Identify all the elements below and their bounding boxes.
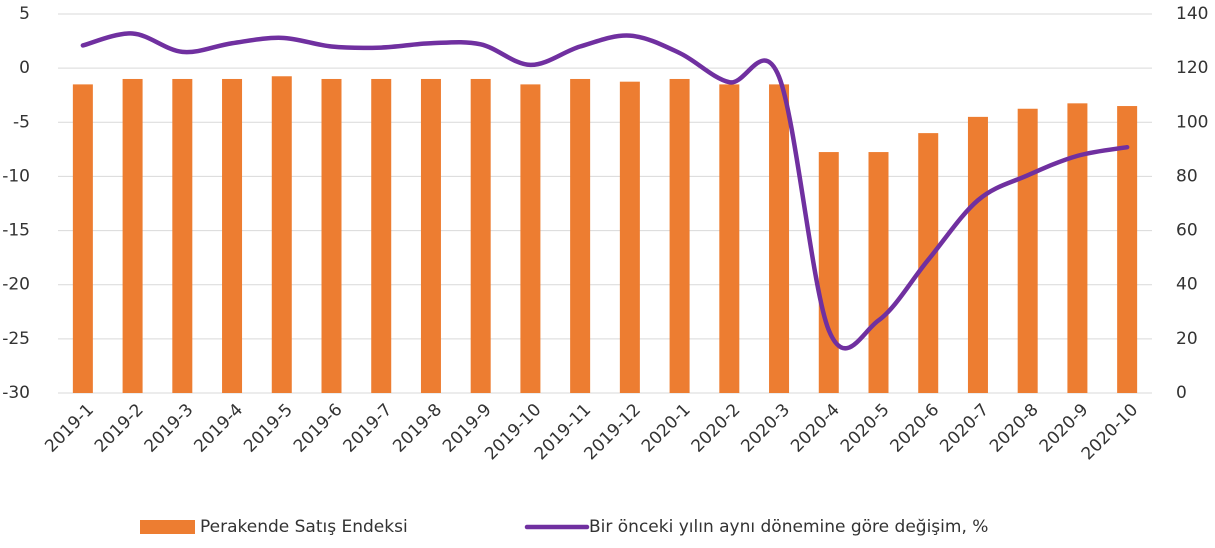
bar [769,84,790,393]
y2-tick-label: 140 [1176,4,1208,24]
x-tick-label: 2019-4 [190,400,247,457]
x-tick-label: 2020-2 [688,400,745,457]
bar [470,78,491,393]
y-tick-label: -10 [2,166,30,186]
y2-tick-label: 80 [1176,166,1198,186]
x-tick-label: 2019-7 [340,400,397,457]
x-tick-label: 2019-3 [141,400,198,457]
y-tick-label: -25 [2,329,30,349]
bar [371,78,392,393]
y2-tick-label: 120 [1176,58,1208,78]
legend-swatch [140,520,195,534]
bar [868,152,889,393]
x-tick-label: 2019-5 [240,400,297,457]
bar [1067,103,1088,393]
x-tick-label: 2019-2 [91,400,148,457]
bar [1117,106,1138,394]
y2-tick-label: 60 [1176,221,1198,241]
bar [669,78,690,393]
bar [222,78,243,393]
y-tick-label: -20 [2,275,30,295]
bar [619,81,640,393]
y-tick-label: 5 [19,4,30,24]
bar [72,84,93,393]
legend-label: Perakende Satış Endeksi [200,517,408,537]
x-tick-label: 2019-1 [41,400,98,457]
x-tick-label: 2020-7 [936,400,993,457]
y-tick-label: -15 [2,221,30,241]
x-tick-label: 2019-8 [389,400,446,457]
y2-tick-label: 20 [1176,329,1198,349]
x-tick-label: 2020-4 [787,400,844,457]
bar [1017,108,1038,393]
bar [420,78,441,393]
y-tick-label: -30 [2,383,30,403]
x-tick-label: 2020-3 [737,400,794,457]
x-tick-label: 2020-8 [986,400,1043,457]
legend-label: Bir önceki yılın aynı dönemine göre deği… [589,517,988,537]
bar [172,78,193,393]
bar [321,78,342,393]
bar [570,78,591,393]
x-tick-label: 2019-6 [290,400,347,457]
y2-tick-label: 100 [1176,112,1208,132]
y2-tick-label: 40 [1176,275,1198,295]
bar [818,152,839,393]
x-tick-label: 2020-5 [837,400,894,457]
y2-tick-label: 0 [1176,383,1187,403]
x-tick-label: 2020-6 [887,400,944,457]
bar [122,78,143,393]
bar [271,76,292,393]
bar [967,116,988,393]
bar [719,84,740,393]
y-tick-label: -5 [13,112,30,132]
y-tick-label: 0 [19,58,30,78]
x-tick-label: 2020-1 [638,400,695,457]
bar [520,84,541,393]
line [80,31,1130,351]
